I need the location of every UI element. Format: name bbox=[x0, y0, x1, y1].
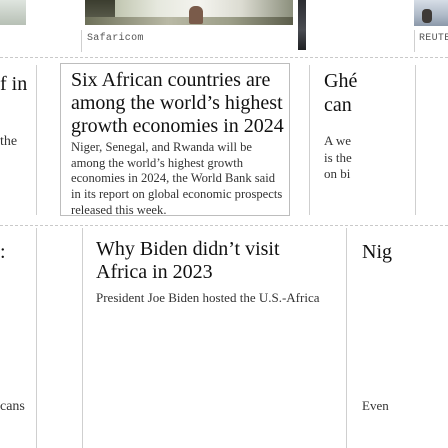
right-story-title-line: Ghé bbox=[324, 70, 358, 92]
right-story-summary-line: A we bbox=[324, 133, 352, 148]
column-divider bbox=[82, 228, 83, 448]
left-story-summary-fragment: the bbox=[0, 134, 18, 149]
right-story-summary: A we is the on bi bbox=[324, 133, 448, 183]
story-thumbnail-left[interactable] bbox=[0, 0, 26, 25]
featured-story-title[interactable]: Six African countries are among the worl… bbox=[71, 69, 284, 138]
row-separator bbox=[0, 57, 448, 58]
column-divider bbox=[36, 65, 37, 215]
story-thumbnail-right-edge bbox=[298, 0, 306, 50]
story-thumbnail-right[interactable] bbox=[414, 0, 448, 26]
photo-credit-right: REUTE bbox=[419, 33, 448, 44]
right-next-story-title[interactable]: Nig bbox=[362, 241, 392, 263]
right-story-summary-line: on bi bbox=[324, 166, 351, 182]
right-next-story-summary: Even bbox=[362, 398, 389, 413]
column-divider bbox=[36, 228, 37, 448]
column-divider bbox=[415, 65, 416, 215]
row-separator bbox=[0, 225, 448, 226]
right-story-title-line: can bbox=[324, 93, 352, 116]
left-story-title-fragment[interactable]: f in bbox=[0, 73, 28, 95]
column-divider bbox=[414, 30, 415, 52]
column-divider bbox=[346, 228, 347, 448]
right-story-summary-line: is the bbox=[324, 149, 352, 165]
left-story-title-fragment[interactable]: : bbox=[0, 241, 6, 263]
column-divider bbox=[309, 65, 310, 215]
left-story-summary-fragment: cans bbox=[0, 399, 25, 414]
story-thumbnail-center[interactable] bbox=[85, 0, 293, 25]
featured-story-card[interactable]: Six African countries are among the worl… bbox=[60, 63, 290, 217]
second-story-summary: President Joe Biden hosted the U.S.-Afri… bbox=[96, 290, 320, 305]
column-divider bbox=[81, 30, 82, 52]
featured-story-summary: Niger, Senegal, and Rwanda will be among… bbox=[71, 140, 283, 217]
photo-credit-center: Safaricom bbox=[87, 33, 144, 44]
right-story-title[interactable]: Ghé can bbox=[324, 70, 448, 117]
second-story-title[interactable]: Why Biden didn’t visit Africa in 2023 bbox=[96, 238, 280, 284]
